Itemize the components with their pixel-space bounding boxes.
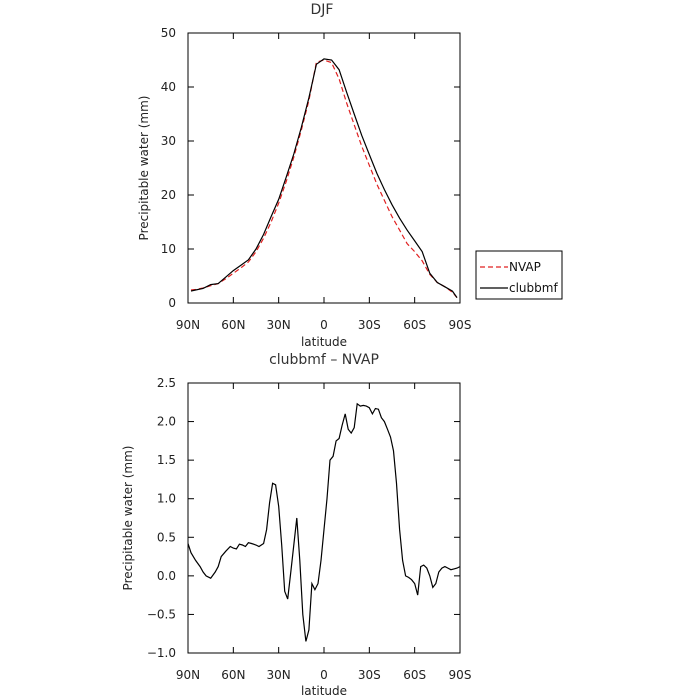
chart-top-x-tick-label: 90S [449,318,472,332]
chart-bottom-y-tick-label: 1.5 [157,453,176,467]
chart-top-y-label: Precipitable water (mm) [137,96,151,241]
chart-top-series-group [190,58,458,298]
chart-bottom-x-tick-label: 30S [358,668,381,682]
chart-top-x-tick-label: 60S [403,318,426,332]
chart-top-y-axis: 0 10 20 30 40 50 [161,26,460,310]
chart-top-x-tick-label: 90N [176,318,200,332]
chart-top-y-tick-label: 10 [161,242,176,256]
chart-bottom-x-tick-label: 90N [176,668,200,682]
chart-bottom-y-tick-label: 1.0 [157,492,176,506]
chart-bottom-series-line-difference [187,402,461,642]
chart-top-y-tick-label: 50 [161,26,176,40]
chart-bottom-y-tick-label: 0.0 [157,569,176,583]
chart-bottom-y-tick-label: −0.5 [147,607,176,621]
chart-top-y-tick-label: 20 [161,188,176,202]
chart-top-x-tick-label: 60N [221,318,245,332]
chart-bottom-y-tick-label: 2.5 [157,376,176,390]
chart-top: DJF 0 10 20 30 40 50 90N 60N 30N 0 30S 60S 90S lati… [137,2,563,349]
chart-top-x-tick-label: 30N [267,318,291,332]
chart-top-y-tick-label: 40 [161,80,176,94]
chart-top-x-tick-label: 30S [358,318,381,332]
chart-bottom-title: clubbmf – NVAP [269,352,379,368]
chart-top-legend: NVAP clubbmf [475,250,563,300]
chart-bottom-x-tick-label: 0 [320,668,328,682]
chart-bottom-x-tick-label: 60N [221,668,245,682]
legend-label-nvap: NVAP [509,260,541,274]
chart-bottom-y-label: Precipitable water (mm) [121,446,135,591]
chart-bottom-x-label: latitude [301,684,347,698]
chart-top-y-tick-label: 30 [161,134,176,148]
chart-bottom-x-tick-label: 60S [403,668,426,682]
chart-top-x-tick-label: 0 [320,318,328,332]
chart-bottom-x-tick-label: 30N [267,668,291,682]
chart-top-plot-frame [187,32,461,304]
chart-bottom-x-tick-label: 90S [449,668,472,682]
chart-bottom-x-axis: 90N 60N 30N 0 30S 60S 90S [176,383,472,682]
chart-top-series-line-clubbmf [190,58,458,298]
chart-bottom-y-axis: −1.0 −0.5 0.0 0.5 1.0 1.5 2.0 2.5 [147,376,460,660]
chart-bottom-series-group [187,402,461,642]
legend-label-clubbmf: clubbmf [509,281,558,295]
chart-top-x-axis: 90N 60N 30N 0 30S 60S 90S [176,33,472,332]
chart-bottom-plot-frame [187,382,461,654]
legend-frame [475,250,563,300]
chart-top-series-line-nvap [190,59,458,298]
chart-top-y-tick-label: 0 [168,296,176,310]
chart-bottom-y-tick-label: 2.0 [157,415,176,429]
chart-top-title: DJF [311,2,334,18]
chart-bottom: clubbmf – NVAP −1.0 −0.5 0.0 0.5 1.0 1.5 2.0 2.… [121,352,471,698]
chart-bottom-y-tick-label: −1.0 [147,646,176,660]
chart-top-x-label: latitude [301,335,347,349]
chart-bottom-y-tick-label: 0.5 [157,530,176,544]
